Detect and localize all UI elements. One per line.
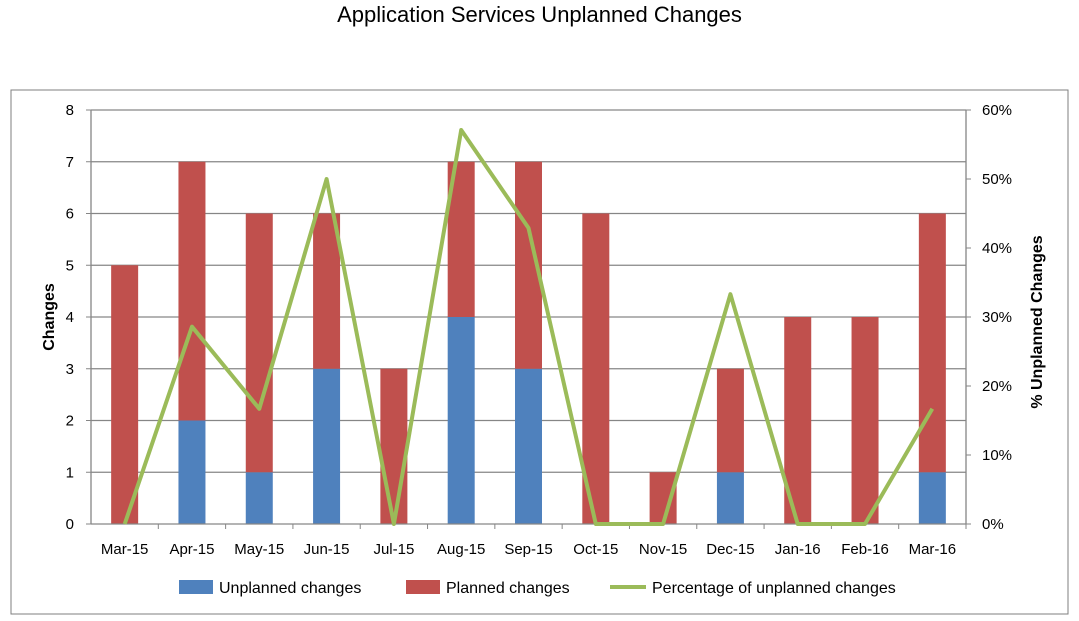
bar-planned bbox=[313, 213, 341, 369]
bar-planned bbox=[918, 213, 946, 473]
bar-planned bbox=[851, 317, 879, 524]
bar-unplanned bbox=[716, 472, 744, 524]
bar-planned bbox=[245, 213, 273, 473]
legend-label-unplanned: Unplanned changes bbox=[219, 580, 361, 597]
x-tick-label: Feb-16 bbox=[841, 541, 889, 558]
legend-label-percentage: Percentage of unplanned changes bbox=[652, 580, 896, 597]
y-tick-label: 8 bbox=[66, 102, 74, 119]
y-tick-label: 5 bbox=[66, 257, 74, 274]
legend-swatch-planned bbox=[406, 580, 440, 594]
bar-group bbox=[111, 161, 946, 524]
y2-tick-label: 60% bbox=[982, 102, 1012, 119]
bar-planned bbox=[111, 265, 139, 524]
x-tick-label: Sep-15 bbox=[504, 541, 552, 558]
y2-axis-title: % Unplanned Changes bbox=[1029, 235, 1046, 408]
y-tick-label: 7 bbox=[66, 154, 74, 171]
y-tick-label: 0 bbox=[66, 516, 74, 533]
x-tick-label: Mar-15 bbox=[101, 541, 149, 558]
x-tick-label: Aug-15 bbox=[437, 541, 485, 558]
y2-tick-label: 50% bbox=[982, 171, 1012, 188]
x-tick-label: Apr-15 bbox=[169, 541, 214, 558]
bar-unplanned bbox=[447, 317, 475, 524]
y2-tick-label: 20% bbox=[982, 378, 1012, 395]
x-tick-label: Mar-16 bbox=[909, 541, 957, 558]
bar-unplanned bbox=[313, 368, 341, 524]
y2-tick-label: 10% bbox=[982, 447, 1012, 464]
y-tick-label: 2 bbox=[66, 413, 74, 430]
bar-planned bbox=[716, 368, 744, 473]
legend: Unplanned changes Planned changes Percen… bbox=[179, 580, 896, 597]
bar-planned bbox=[582, 213, 610, 524]
x-tick-label: Nov-15 bbox=[639, 541, 687, 558]
bar-unplanned bbox=[245, 472, 273, 524]
legend-swatch-unplanned bbox=[179, 580, 213, 594]
y2-tick-label: 30% bbox=[982, 309, 1012, 326]
y-tick-label: 1 bbox=[66, 464, 74, 481]
y2-tick-label: 40% bbox=[982, 240, 1012, 257]
x-tick-label: Jun-15 bbox=[304, 541, 350, 558]
tick-labels: 0 1 2 3 4 5 6 7 8 0% 10% 20% 30% 40% 50% 60% Mar-15 Apr-1… bbox=[66, 102, 1012, 558]
legend-label-planned: Planned changes bbox=[446, 580, 570, 597]
bar-unplanned bbox=[178, 420, 206, 524]
chart-title: Application Services Unplanned Changes bbox=[337, 2, 742, 27]
x-tick-label: Dec-15 bbox=[706, 541, 754, 558]
bar-unplanned bbox=[515, 368, 542, 524]
y-tick-label: 6 bbox=[66, 206, 74, 223]
bar-planned bbox=[380, 368, 408, 524]
bar-unplanned bbox=[918, 472, 946, 524]
y-tick-label: 3 bbox=[66, 361, 74, 378]
x-tick-label: May-15 bbox=[234, 541, 284, 558]
y-axis-title: Changes bbox=[41, 283, 58, 351]
x-tick-label: Jul-15 bbox=[373, 541, 414, 558]
bar-planned bbox=[178, 161, 206, 421]
y2-tick-label: 0% bbox=[982, 516, 1004, 533]
y-tick-label: 4 bbox=[66, 309, 74, 326]
x-tick-label: Jan-16 bbox=[775, 541, 821, 558]
line-group bbox=[122, 128, 935, 526]
x-tick-label: Oct-15 bbox=[573, 541, 618, 558]
